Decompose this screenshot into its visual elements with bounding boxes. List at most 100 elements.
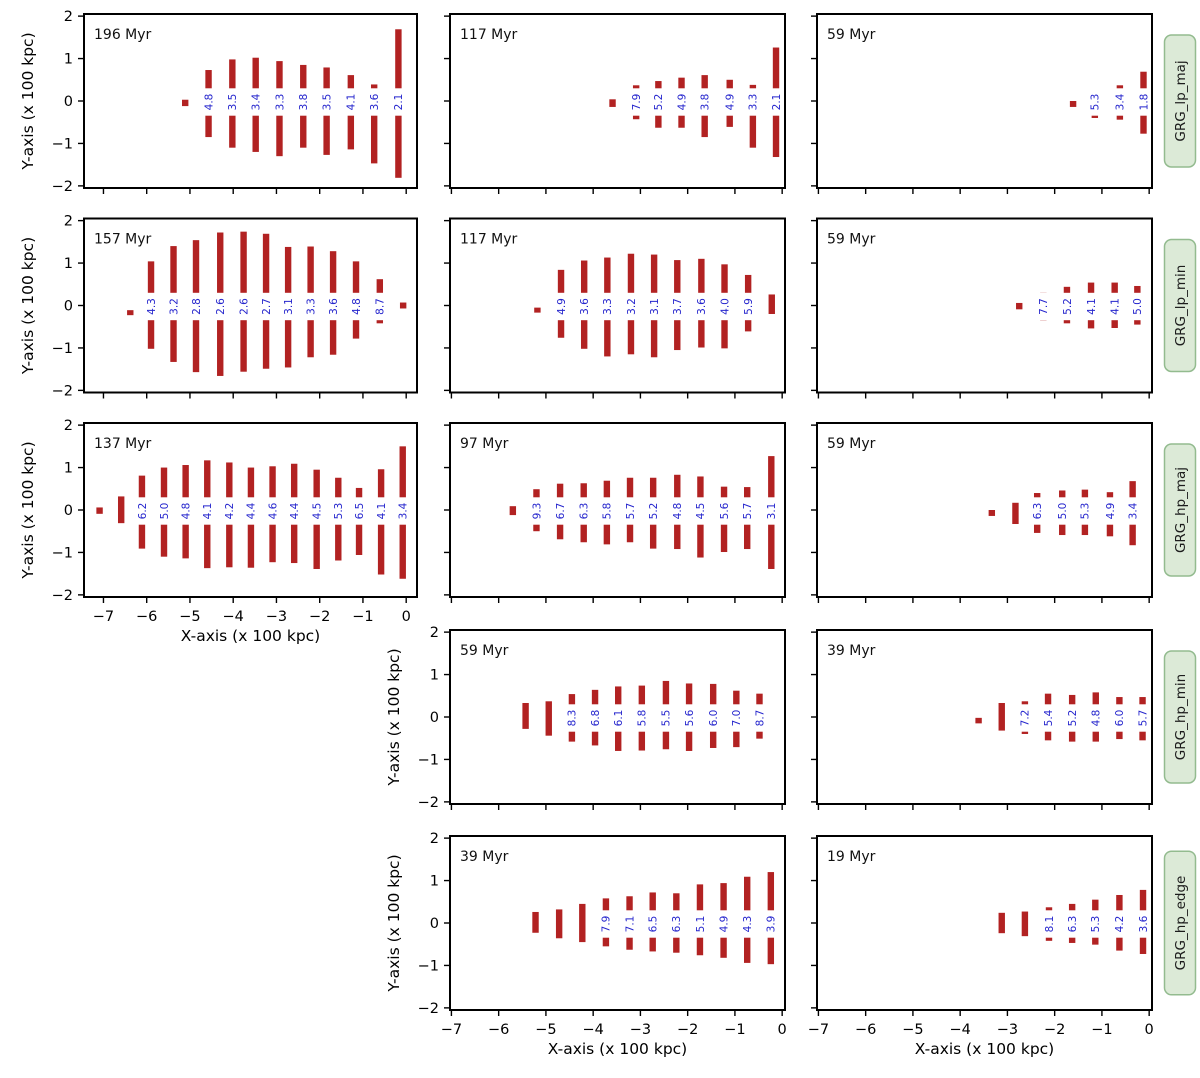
time-label: 39 Myr — [460, 849, 509, 865]
x-tick-label: 0 — [402, 609, 411, 625]
bar-annotation-bg — [670, 292, 684, 321]
bar-annotation: 3.5 — [321, 94, 333, 111]
y-tick-label: −2 — [418, 795, 439, 811]
x-tick-label: −1 — [724, 1022, 745, 1038]
panel-r4c2: 8.3 6.8 6.1 5.8 5.5 5.6 6.0 7.0 8.7 2 1 0 −1 −2 59 Myr… — [385, 625, 786, 811]
bar — [117, 496, 125, 524]
bar-annotation: 2.1 — [771, 94, 783, 111]
bar-annotation-bg — [1126, 497, 1140, 525]
bar-annotation-bg — [237, 292, 251, 321]
bar-annotation: 3.9 — [766, 916, 778, 933]
y-axis-title: Y-axis (x 100 kpc) — [19, 441, 37, 579]
bar-annotation-bg — [373, 292, 387, 321]
bar-annotation-bg — [189, 292, 203, 321]
bar-annotation-bg — [717, 497, 731, 525]
bar-annotation-bg — [1089, 704, 1103, 732]
bar-annotation-bg — [320, 88, 334, 116]
bar-annotation: 3.4 — [1127, 502, 1139, 519]
bar-annotation: 3.3 — [274, 94, 286, 111]
bar-annotation: 4.1 — [1086, 298, 1098, 315]
bar-annotation-bg — [281, 292, 295, 321]
bar-annotation: 3.1 — [766, 503, 778, 520]
bar-annotation: 5.7 — [742, 503, 754, 520]
bar-annotation-bg — [740, 497, 754, 525]
y-tick-label: −2 — [52, 179, 73, 195]
bar-annotation: 8.7 — [754, 710, 766, 727]
bar-annotation-bg — [367, 88, 381, 116]
y-tick-label: −2 — [52, 383, 73, 399]
bar-annotation: 5.0 — [159, 503, 171, 520]
bar-annotation-bg — [374, 497, 388, 525]
bar-annotation-bg — [1108, 292, 1122, 321]
bar-annotation: 3.6 — [579, 298, 591, 315]
bar-annotation: 4.9 — [1105, 503, 1117, 520]
bar-annotation: 5.2 — [1062, 298, 1074, 315]
bar-annotation: 5.2 — [653, 94, 665, 111]
bar — [1021, 911, 1029, 937]
bar-annotation: 3.4 — [398, 502, 410, 519]
bar-annotation-bg — [304, 292, 318, 321]
bar-annotation-bg — [200, 497, 214, 525]
bar-annotation-bg — [249, 88, 263, 116]
bar-annotation-bg — [179, 497, 193, 525]
bar-annotation-bg — [266, 497, 280, 525]
bar-annotation: 4.9 — [676, 94, 688, 111]
bar-annotation: 6.3 — [579, 503, 591, 520]
bar-annotation-bg — [1065, 704, 1079, 732]
bar-annotation: 6.2 — [137, 503, 149, 520]
bar-annotation-bg — [729, 704, 743, 732]
bar-annotation: 6.7 — [555, 503, 567, 520]
x-tick-label: −1 — [1091, 1022, 1112, 1038]
bar-annotation-bg — [635, 704, 649, 732]
y-tick-label: 1 — [430, 874, 439, 890]
x-tick-label: −6 — [136, 609, 157, 625]
bar-annotation: 3.3 — [305, 298, 317, 315]
bar-annotation-bg — [764, 910, 778, 938]
bar-annotation: 6.3 — [1067, 916, 1079, 933]
bar-annotation-bg — [588, 704, 602, 732]
bar-annotation-bg — [157, 497, 171, 525]
x-axis-title: X-axis (x 100 kpc) — [915, 1040, 1054, 1058]
bar-annotation: 6.8 — [590, 710, 602, 727]
y-tick-label: 0 — [64, 94, 73, 110]
bar-annotation-bg — [1018, 704, 1032, 732]
time-label: 59 Myr — [827, 232, 876, 248]
y-tick-label: −2 — [418, 1001, 439, 1017]
y-tick-label: 0 — [64, 503, 73, 519]
panel-r5c3: 8.1 6.3 5.3 4.2 3.6 −7 −6 −5 −4 −3 −2 −1 0 19 Myr X-ax… — [808, 835, 1197, 1058]
bar-annotation-bg — [694, 292, 708, 321]
bar-annotation: 4.3 — [742, 916, 754, 933]
bar-annotation-bg — [396, 497, 410, 525]
bar-annotation: 2.7 — [261, 298, 273, 315]
panel-r2c2: 4.9 3.6 3.3 3.2 3.1 3.7 3.6 4.0 5.9 117 Myr — [444, 217, 786, 399]
bar-annotation: 5.4 — [1043, 709, 1055, 726]
x-tick-label: −3 — [997, 1022, 1018, 1038]
bar-annotation-bg — [1136, 910, 1150, 938]
bar-annotation: 8.7 — [375, 298, 387, 315]
bar-annotation: 1.8 — [1138, 94, 1150, 111]
y-tick-label: 0 — [430, 916, 439, 932]
bar-annotation: 7.9 — [601, 916, 613, 933]
row-label-box — [1163, 850, 1197, 996]
bar-annotation-bg — [698, 88, 712, 116]
bar — [1016, 302, 1023, 310]
bar-annotation: 7.7 — [1038, 298, 1050, 315]
row-label: GRG_hp_maj — [1173, 467, 1189, 553]
bar-annotation: 4.6 — [267, 502, 279, 519]
bar-annotation: 4.8 — [351, 298, 363, 315]
bar-annotation-bg — [213, 292, 227, 321]
bar-annotation-bg — [1055, 497, 1069, 525]
bar-annotation-bg — [1113, 88, 1127, 116]
time-label: 97 Myr — [460, 436, 509, 452]
bar-annotation: 5.7 — [1137, 710, 1149, 727]
bar-annotation-bg — [693, 910, 707, 938]
bar-annotation: 5.3 — [1090, 916, 1102, 933]
x-tick-label: −3 — [630, 1022, 651, 1038]
time-label: 157 Myr — [94, 232, 152, 248]
bar-annotation-bg — [529, 497, 543, 525]
bar-annotation: 4.2 — [224, 503, 236, 520]
bar-annotation-bg — [669, 910, 683, 938]
bar-annotation-bg — [599, 910, 613, 938]
x-tick-label: −4 — [949, 1022, 970, 1038]
